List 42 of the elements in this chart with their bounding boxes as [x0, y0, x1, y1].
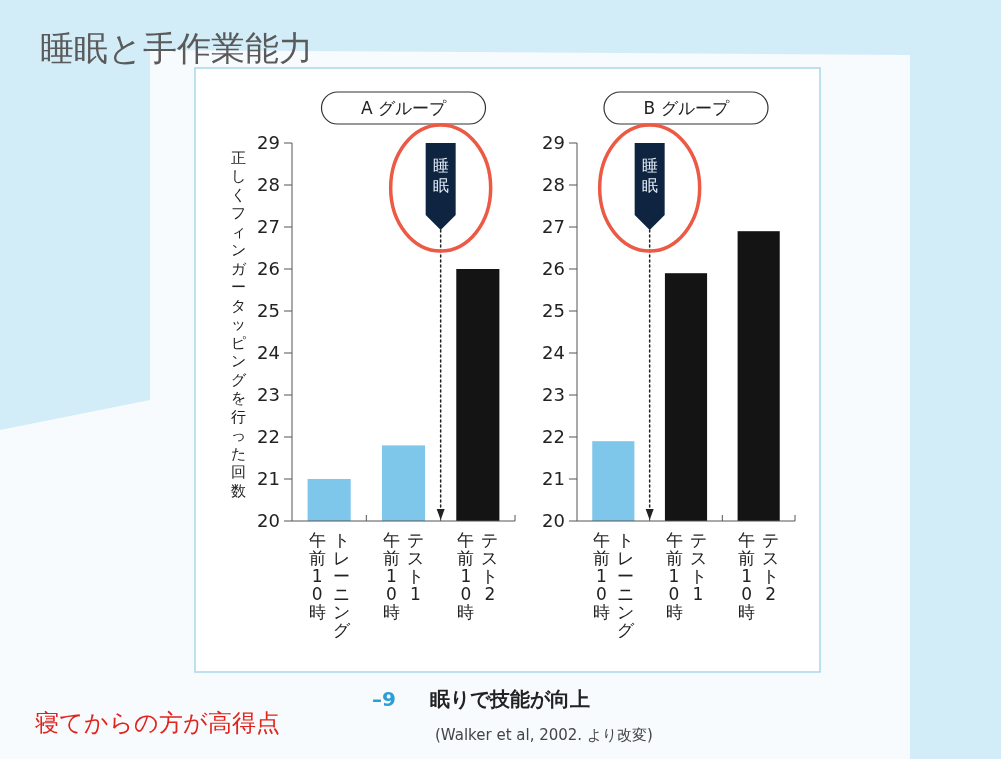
- y-tick-label: 20: [257, 510, 280, 532]
- y-tick-label: 29: [542, 132, 565, 154]
- text: 正しくフィンガータッピングを行った回数: [230, 148, 246, 500]
- y-tick-label: 28: [542, 174, 565, 196]
- text: 眠りで技能が向上: [430, 687, 590, 711]
- y-tick-label: 23: [542, 384, 565, 406]
- text: 午前10時: [383, 530, 400, 623]
- y-tick-label: 26: [257, 258, 280, 280]
- x-tick-label: テスト1: [407, 530, 424, 605]
- text: –9: [372, 687, 396, 711]
- text: (Walker et al, 2002. より改変): [435, 726, 653, 744]
- annotation: 睡眠: [641, 155, 658, 195]
- text: 午前10時: [665, 530, 683, 623]
- text: 午前10時: [738, 530, 756, 623]
- y-tick-label: 26: [542, 258, 565, 280]
- y-tick-label: 27: [542, 216, 565, 238]
- y-tick-label: 29: [257, 132, 280, 154]
- y-tick-label: 21: [257, 468, 280, 490]
- text: 睡眠と手作業能力: [40, 28, 313, 68]
- x-tick-label: テスト2: [762, 530, 780, 605]
- y-tick-label: 24: [257, 342, 280, 364]
- x-tick-label: テスト1: [689, 530, 707, 605]
- chart-title: B グループ: [643, 98, 730, 118]
- text: 午前10時: [592, 530, 610, 623]
- y-tick-label: 25: [257, 300, 280, 322]
- x-tick-label: テスト2: [481, 530, 499, 605]
- y-tick-label: 21: [542, 468, 565, 490]
- y-tick-label: 22: [257, 426, 280, 448]
- text: 午前10時: [457, 530, 475, 623]
- y-tick-label: 23: [257, 384, 280, 406]
- y-tick-label: 20: [542, 510, 565, 532]
- y-tick-label: 22: [542, 426, 565, 448]
- x-tick-label: トレーニング: [616, 530, 635, 641]
- text: 寝てからの方が高得点: [35, 709, 280, 737]
- y-tick-label: 27: [257, 216, 280, 238]
- chart-title: A グループ: [360, 98, 448, 118]
- y-tick-label: 25: [542, 300, 565, 322]
- y-tick-label: 24: [542, 342, 565, 364]
- y-tick-label: 28: [257, 174, 280, 196]
- x-tick-label: トレーニング: [332, 530, 351, 641]
- annotation: 睡眠: [432, 155, 449, 195]
- text: 午前10時: [308, 530, 326, 623]
